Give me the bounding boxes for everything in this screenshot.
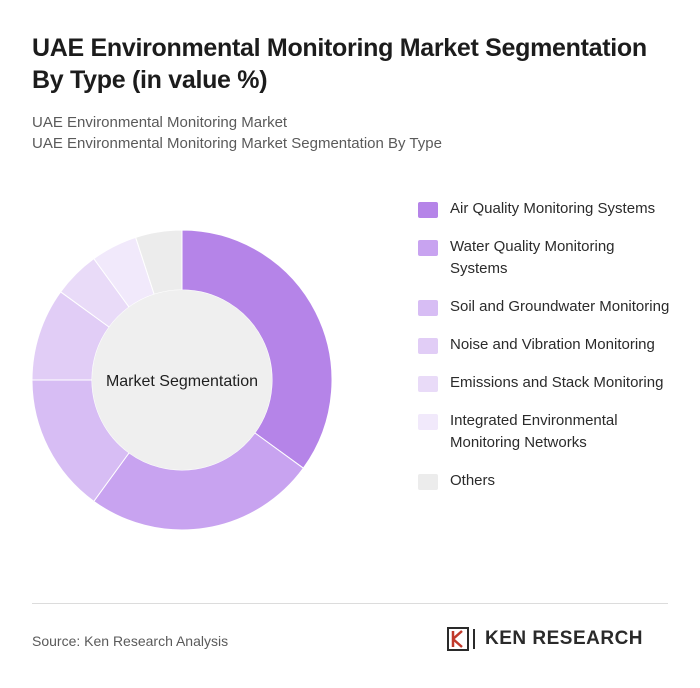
center-label: Market Segmentation	[106, 373, 258, 390]
legend-swatch	[418, 338, 438, 354]
footer-divider	[32, 603, 668, 604]
legend-swatch	[418, 414, 438, 430]
legend-label: Noise and Vibration Monitoring	[450, 336, 655, 353]
legend: Air Quality Monitoring Systems Water Qual…	[418, 198, 688, 508]
ken-research-logo-icon	[447, 627, 469, 651]
legend-item: Integrated Environmental Monitoring Netw…	[418, 410, 688, 454]
chart-subtitle-secondary: UAE Environmental Monitoring Market Segm…	[32, 135, 442, 152]
legend-swatch	[418, 202, 438, 218]
chart-title: UAE Environmental Monitoring Market Segm…	[32, 34, 647, 94]
legend-swatch	[418, 474, 438, 490]
legend-label: Others	[450, 472, 496, 489]
legend-swatch	[418, 240, 438, 256]
donut-chart: Market Segmentation	[31, 229, 333, 531]
legend-item: Others	[418, 470, 688, 492]
donut-hole	[92, 290, 272, 470]
legend-label: Integrated Environmental Monitoring Netw…	[450, 412, 618, 451]
legend-swatch	[418, 300, 438, 316]
brand-separator	[473, 629, 475, 649]
brand-logo: KEN RESEARCH	[447, 627, 643, 651]
legend-label: Soil and Groundwater Monitoring	[450, 298, 670, 315]
legend-item: Air Quality Monitoring Systems	[418, 198, 688, 220]
donut-slice-2	[93, 432, 305, 531]
legend-label: Water Quality Monitoring Systems	[450, 238, 615, 277]
legend-swatch	[418, 376, 438, 392]
legend-item: Noise and Vibration Monitoring	[418, 334, 688, 356]
legend-label: Emissions and Stack Monitoring	[450, 374, 664, 391]
brand-name: KEN RESEARCH	[485, 628, 644, 649]
legend-item: Emissions and Stack Monitoring	[418, 372, 688, 394]
chart-subtitle: UAE Environmental Monitoring Market	[32, 114, 288, 131]
legend-item: Water Quality Monitoring Systems	[418, 236, 688, 280]
legend-label: Air Quality Monitoring Systems	[450, 200, 656, 217]
legend-item: Soil and Groundwater Monitoring	[418, 296, 688, 318]
source-note: Source: Ken Research Analysis	[32, 633, 229, 649]
